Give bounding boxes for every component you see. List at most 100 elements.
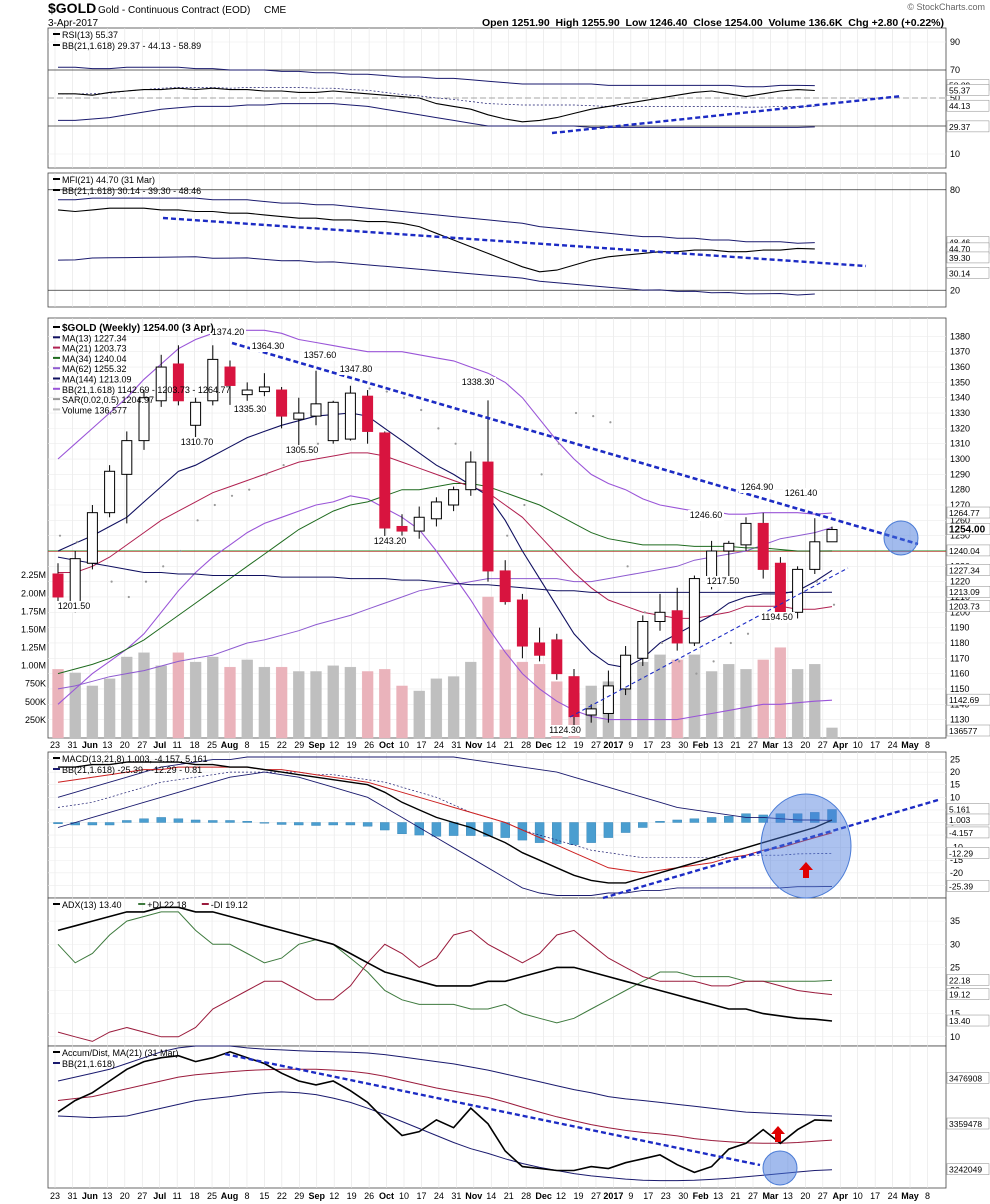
- panel-frame-mfi: [47, 172, 947, 308]
- macd-histogram-bar: [448, 822, 459, 836]
- y-tick-label: 1290: [950, 469, 970, 479]
- macd-bb-mid: [57, 771, 833, 859]
- x-tick-label: 27: [591, 740, 601, 750]
- x-tick-label: Oct: [379, 740, 394, 750]
- macd-bb-lower: [57, 771, 833, 896]
- value-tag-box: [946, 585, 990, 598]
- volume-bar: [189, 661, 202, 739]
- volume-tick-label: 1.25M: [21, 643, 46, 653]
- y-tick-label: 1170: [950, 653, 969, 663]
- value-tag: 136577: [949, 726, 978, 736]
- volume-bar: [275, 666, 288, 739]
- x-tick-label: 13: [102, 740, 112, 750]
- sar-dot: [454, 442, 457, 445]
- y-tick-label: 1370: [950, 347, 970, 357]
- y-tick-label: -20: [950, 868, 963, 878]
- candle-down: [172, 363, 184, 402]
- y-tick-label: 1200: [950, 607, 970, 617]
- legend-swatch: [53, 377, 60, 380]
- sar-dot: [420, 408, 423, 412]
- x-tick-label: 12: [329, 1191, 339, 1201]
- x-tick-label: 20: [800, 740, 810, 750]
- macd-histogram-bar: [672, 819, 682, 823]
- x-tick-label: 9: [628, 740, 633, 750]
- macd-histogram-bar: [139, 818, 149, 823]
- value-tag: 3476908: [949, 1073, 982, 1083]
- candle-up: [688, 578, 700, 644]
- symbol-title: $GOLD: [48, 0, 96, 16]
- legend-entry: MA(13) 1227.34: [62, 333, 127, 343]
- ad-up-arrow-icon: [771, 1126, 785, 1142]
- sar-dot: [196, 519, 199, 522]
- value-tag: 44.13: [949, 101, 971, 111]
- legend-entry: Accum/Dist, MA(21) (31 Mar): [62, 1048, 179, 1058]
- legend-swatch: [53, 33, 60, 35]
- x-tick-label: 26: [364, 1191, 374, 1201]
- sar-dot: [316, 442, 320, 445]
- x-tick-label: 27: [818, 740, 828, 750]
- value-tag: 1213.09: [949, 587, 980, 597]
- x-tick-label: 27: [748, 740, 758, 750]
- rsi-trendline: [551, 94, 903, 135]
- candle-up: [620, 654, 632, 690]
- macd-histogram-bar: [603, 822, 614, 838]
- volume-bar: [637, 661, 649, 739]
- x-tick-label: 21: [731, 1191, 741, 1201]
- y-tick-label: 1330: [950, 408, 970, 418]
- x-tick-label: Aug: [221, 740, 239, 750]
- x-tick-label: 24: [888, 740, 898, 750]
- sar-dot: [746, 632, 750, 635]
- volume-bar: [172, 652, 185, 739]
- x-tick-label: 21: [504, 1191, 514, 1201]
- sar-dot: [368, 387, 371, 390]
- candle-down: [671, 610, 683, 644]
- y-tick-label: 1350: [950, 377, 970, 387]
- value-tag-box: [946, 1163, 990, 1175]
- candle-down: [774, 562, 786, 613]
- annotation-bg: [705, 576, 741, 587]
- price-bb-lower: [57, 495, 833, 721]
- ma21-line: [58, 452, 833, 619]
- value-tag: 5.161: [949, 804, 971, 814]
- x-tick-label: 8: [925, 1191, 930, 1201]
- candle-up: [792, 568, 804, 613]
- value-tag-box: [946, 813, 990, 826]
- macd-histogram-bar: [259, 822, 270, 824]
- y-tick-label: 10: [950, 149, 960, 159]
- y-tick-label: 70: [950, 65, 960, 75]
- volume-tick-label: 250K: [25, 715, 46, 725]
- legend-entry: BB(21,1.618): [62, 1059, 115, 1069]
- x-tick-label: 23: [50, 740, 60, 750]
- y-tick-label: 25: [950, 962, 960, 972]
- candle-down: [757, 522, 769, 570]
- sar-dot: [626, 565, 629, 568]
- candle-up: [155, 366, 167, 402]
- y-tick-label: 1180: [950, 638, 969, 648]
- value-tag-box: [946, 267, 990, 279]
- value-tag: 55.37: [949, 85, 971, 95]
- volume-bar: [224, 666, 236, 739]
- y-tick-label: 1320: [950, 423, 970, 433]
- y-tick-label: -15: [950, 855, 963, 865]
- sar-dot: [230, 494, 234, 497]
- macd-histogram-bar: [569, 822, 579, 845]
- x-tick-label: 27: [137, 740, 147, 750]
- value-tag-box: [946, 880, 990, 892]
- exchange-label: CME: [264, 5, 287, 16]
- candle-down: [362, 395, 374, 432]
- x-tick-label: 25: [207, 740, 217, 750]
- y-tick-label: 25: [950, 755, 960, 765]
- legend-swatch: [53, 356, 60, 359]
- x-tick-label: 17: [870, 740, 880, 750]
- candle-up: [585, 708, 597, 716]
- sar-dot: [557, 442, 560, 445]
- macd-histogram-bar: [397, 822, 407, 835]
- x-tick-label: 9: [628, 1191, 633, 1201]
- x-tick-label: 27: [137, 1191, 147, 1201]
- x-tick-label: 23: [661, 1191, 671, 1201]
- sar-dot: [179, 549, 182, 553]
- y-tick-label: 1270: [950, 500, 970, 510]
- x-tick-label: 10: [853, 1191, 863, 1201]
- x-tick-label: 10: [399, 740, 409, 750]
- volume-bar: [740, 669, 752, 739]
